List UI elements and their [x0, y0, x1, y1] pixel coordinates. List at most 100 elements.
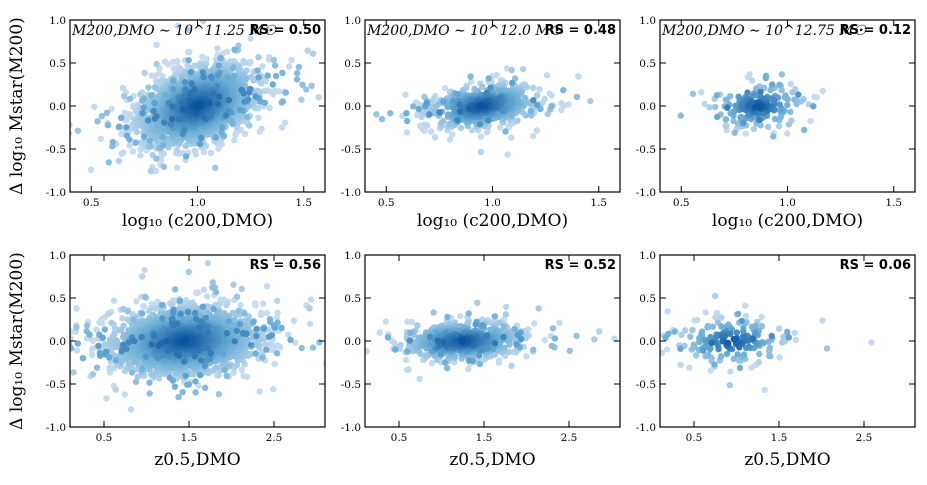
y-tick-label: -1.0: [341, 187, 361, 199]
data-point: [279, 69, 286, 77]
data-point: [145, 84, 152, 91]
data-point: [128, 369, 136, 376]
data-point: [263, 309, 271, 317]
data-point: [171, 286, 179, 293]
data-point: [124, 308, 131, 315]
data-point: [108, 339, 115, 346]
y-tick-label: -1.0: [636, 187, 656, 199]
x-tick-label: 0.5: [96, 432, 113, 444]
data-point: [214, 83, 221, 90]
data-point: [271, 360, 278, 368]
data-point: [689, 90, 697, 98]
data-point: [170, 322, 177, 329]
data-point: [116, 123, 123, 130]
data-point: [96, 349, 104, 357]
data-point: [573, 332, 580, 340]
data-point: [440, 118, 447, 125]
data-point: [171, 383, 179, 390]
data-point: [513, 341, 520, 348]
data-point: [196, 140, 204, 148]
data-point: [144, 117, 152, 124]
data-point: [110, 297, 118, 304]
data-point: [252, 350, 259, 357]
data-point: [233, 293, 241, 300]
data-point: [476, 352, 483, 359]
data-point: [70, 130, 72, 137]
data-point: [185, 268, 192, 275]
data-point: [148, 92, 155, 99]
data-point: [255, 54, 262, 61]
data-point: [151, 333, 158, 340]
data-point: [142, 293, 149, 300]
y-tick-label: 0.5: [344, 58, 361, 70]
data-point: [376, 329, 383, 336]
data-point: [169, 103, 176, 110]
data-point: [150, 107, 157, 115]
data-point: [233, 327, 240, 334]
y-axis-label: Δ log₁₀ Mstar(M200): [7, 252, 27, 430]
data-point: [776, 81, 783, 89]
data-point: [468, 127, 476, 134]
data-point: [270, 386, 277, 393]
data-point: [161, 58, 169, 65]
y-tick-label: 1.0: [639, 15, 656, 27]
data-point: [286, 63, 293, 70]
data-point: [795, 91, 802, 98]
data-point: [94, 118, 101, 125]
data-point: [548, 103, 555, 110]
rs-label: RS = 0.56: [250, 258, 321, 273]
data-point: [356, 328, 362, 334]
data-point: [180, 92, 187, 100]
data-point: [496, 319, 503, 326]
data-point: [698, 89, 705, 96]
panel-5: 0.5 1.5 2.5-1.0-0.50.00.51.0RS = 0.52z0.5,…: [341, 250, 621, 470]
data-point: [127, 406, 135, 413]
data-point: [504, 151, 511, 158]
data-point: [485, 117, 492, 124]
data-point: [170, 77, 177, 85]
data-point: [132, 139, 140, 146]
data-point: [142, 353, 150, 360]
data-point: [185, 57, 192, 64]
data-point: [223, 302, 230, 309]
data-point: [209, 284, 216, 291]
data-point: [163, 337, 170, 345]
data-point: [265, 53, 273, 61]
data-point: [207, 149, 215, 157]
data-point: [750, 125, 758, 133]
data-point: [789, 89, 796, 96]
panel-2: 0.5 1.0 1.5-1.0-0.50.00.51.0RS = 0.48M200,…: [341, 15, 621, 231]
data-point: [267, 318, 274, 326]
data-point: [423, 100, 430, 107]
panel-title: M200,DMO ∼ 10^12.0 M☉: [366, 23, 564, 39]
data-point: [108, 319, 115, 327]
data-point: [278, 324, 285, 332]
data-point: [141, 69, 148, 77]
data-point: [466, 105, 473, 112]
data-point: [358, 352, 364, 358]
points-layer: [356, 299, 618, 382]
data-point: [98, 113, 106, 120]
data-point: [274, 342, 281, 349]
data-point: [147, 168, 154, 175]
data-point: [112, 386, 119, 393]
data-point: [73, 347, 81, 354]
data-point: [533, 92, 541, 99]
data-point: [192, 378, 199, 385]
data-point: [118, 359, 125, 367]
data-point: [478, 322, 485, 329]
data-point: [500, 323, 508, 330]
data-point: [222, 112, 230, 119]
data-point: [776, 101, 783, 108]
data-point: [241, 310, 248, 317]
data-point: [273, 314, 281, 321]
data-point: [110, 352, 118, 359]
data-point: [198, 357, 205, 364]
data-point: [158, 157, 165, 164]
data-point: [132, 378, 140, 386]
data-point: [89, 371, 97, 378]
data-point: [293, 70, 301, 77]
points-layer: [373, 65, 594, 158]
data-point: [93, 364, 101, 371]
x-tick-label: 0.5: [83, 197, 100, 209]
